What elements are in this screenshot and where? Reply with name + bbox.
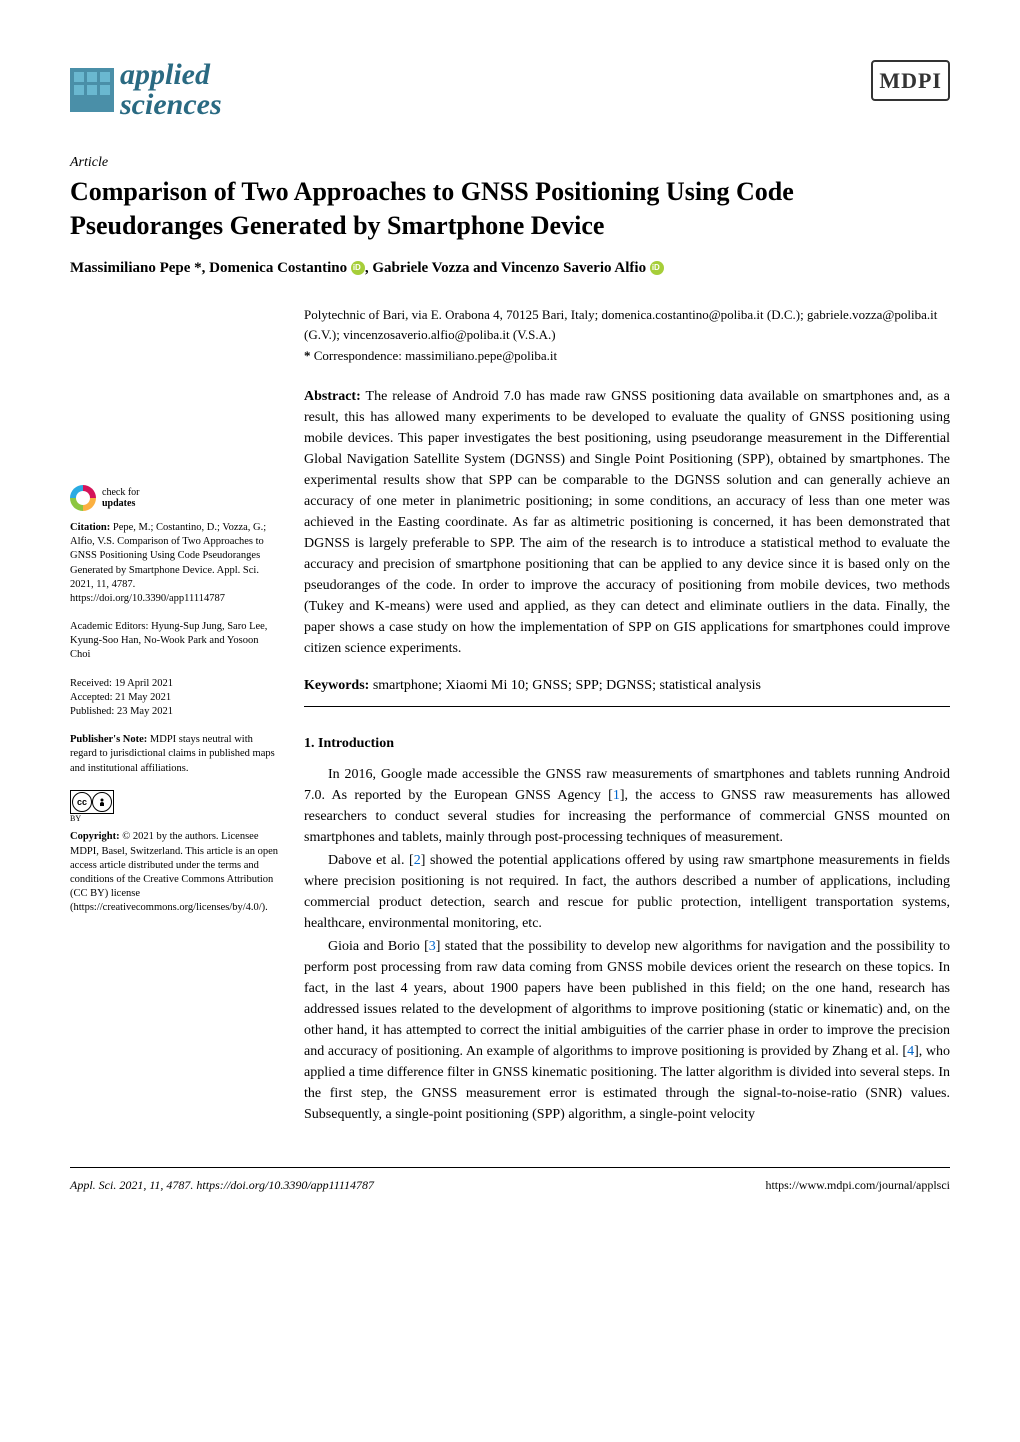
correspondence-star: * [304,348,311,363]
article-title: Comparison of Two Approaches to GNSS Pos… [70,175,950,243]
authors-part2: , Gabriele Vozza and Vincenzo Saverio Al… [365,260,650,276]
editors-block: Academic Editors: Hyung-Sup Jung, Saro L… [70,620,280,663]
mdpi-logo: MDPI [871,60,950,101]
footer-right[interactable]: https://www.mdpi.com/journal/applsci [765,1176,950,1194]
copyright-label: Copyright: [70,831,120,842]
correspondence: * Correspondence: massimiliano.pepe@poli… [304,346,950,366]
check-updates-badge[interactable]: check for updates [70,485,280,511]
body-paragraph-2: Dabove et al. [2] showed the potential a… [304,850,950,934]
orcid-icon[interactable] [650,261,664,275]
ref-link-3[interactable]: 3 [429,939,436,954]
page-footer: Appl. Sci. 2021, 11, 4787. https://doi.o… [70,1167,950,1194]
abstract-block: Abstract: The release of Android 7.0 has… [304,386,950,659]
published-date: Published: 23 May 2021 [70,705,280,719]
received-date: Received: 19 April 2021 [70,677,280,691]
cc-license-badge[interactable]: cc [70,790,114,814]
abstract-text: The release of Android 7.0 has made raw … [304,389,950,656]
article-type: Article [70,152,950,173]
two-column-layout: check for updates Citation: Pepe, M.; Co… [70,305,950,1127]
section-heading-1: 1. Introduction [304,733,950,754]
publishers-note-label: Publisher's Note: [70,734,147,745]
keywords-label: Keywords: [304,678,369,693]
ref-link-2[interactable]: 2 [414,853,421,868]
dates-block: Received: 19 April 2021 Accepted: 21 May… [70,677,280,720]
journal-logo: appliedsciences [70,60,222,120]
copyright-block: Copyright: © 2021 by the authors. Licens… [70,830,280,915]
accepted-date: Accepted: 21 May 2021 [70,691,280,705]
editors-label: Academic Editors: [70,621,148,632]
by-label: BY [70,814,280,825]
page-header: appliedsciences MDPI [70,60,950,120]
keywords-text: smartphone; Xiaomi Mi 10; GNSS; SPP; DGN… [373,678,761,693]
cc-icon: cc [72,792,92,812]
body-paragraph-1: In 2016, Google made accessible the GNSS… [304,764,950,848]
by-icon [92,792,112,812]
affiliation: Polytechnic of Bari, via E. Orabona 4, 7… [304,305,950,344]
orcid-icon[interactable] [351,261,365,275]
main-column: Polytechnic of Bari, via E. Orabona 4, 7… [304,305,950,1127]
divider [304,706,950,707]
citation-block: Citation: Pepe, M.; Costantino, D.; Vozz… [70,521,280,606]
ref-link-1[interactable]: 1 [613,788,620,803]
publishers-note-block: Publisher's Note: MDPI stays neutral wit… [70,733,280,776]
footer-left: Appl. Sci. 2021, 11, 4787. https://doi.o… [70,1176,374,1194]
copyright-text: © 2021 by the authors. Licensee MDPI, Ba… [70,831,278,913]
sidebar-column: check for updates Citation: Pepe, M.; Co… [70,305,280,1127]
citation-label: Citation: [70,522,110,533]
check-updates-text: check for updates [102,487,139,509]
citation-text: Pepe, M.; Costantino, D.; Vozza, G.; Alf… [70,522,266,604]
keywords-block: Keywords: smartphone; Xiaomi Mi 10; GNSS… [304,675,950,696]
authors-part1: Massimiliano Pepe *, Domenica Costantino [70,260,351,276]
check-updates-icon [70,485,96,511]
journal-logo-icon [70,68,114,112]
journal-name: appliedsciences [120,60,222,120]
abstract-label: Abstract: [304,389,361,404]
correspondence-text: Correspondence: massimiliano.pepe@poliba… [314,348,557,363]
body-paragraph-3: Gioia and Borio [3] stated that the poss… [304,936,950,1125]
author-list: Massimiliano Pepe *, Domenica Costantino… [70,257,950,280]
